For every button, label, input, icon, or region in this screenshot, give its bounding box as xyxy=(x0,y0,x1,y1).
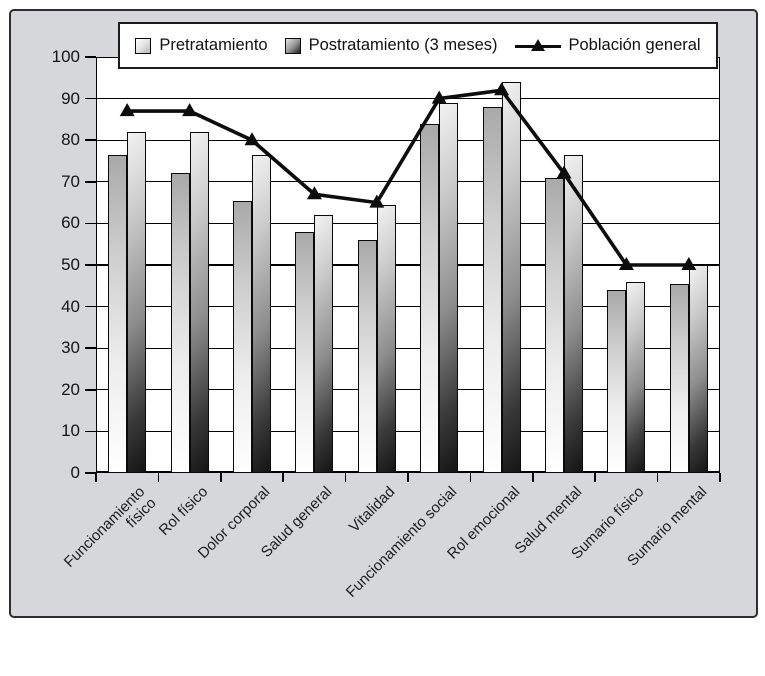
y-axis-tick-label: 60 xyxy=(61,213,80,233)
y-axis-tick-label: 90 xyxy=(61,88,80,108)
gridline xyxy=(97,430,719,433)
bar-postratamiento xyxy=(127,131,147,473)
y-axis-tick xyxy=(85,97,96,100)
legend-item-poblacion-general: Población general xyxy=(514,36,701,55)
poblacion-line-marker-icon xyxy=(514,38,561,54)
y-axis-tick-label: 50 xyxy=(61,255,80,274)
y-axis-tick-label: 100 xyxy=(51,47,80,66)
y-axis-tick xyxy=(85,347,96,349)
y-axis-tick-label: 40 xyxy=(61,296,80,316)
y-axis-tick xyxy=(85,56,96,58)
y-axis-tick xyxy=(85,222,96,225)
triangle-marker-icon xyxy=(530,38,545,51)
y-axis-tick xyxy=(85,181,96,183)
bar-pretratamiento xyxy=(233,200,252,473)
bar-postratamiento xyxy=(626,281,646,473)
x-axis-tick xyxy=(407,473,409,482)
y-axis-tick xyxy=(85,264,96,266)
y-axis-tick-label: 0 xyxy=(70,463,80,482)
y-axis-tick-label: 10 xyxy=(61,421,80,441)
x-axis-tick xyxy=(719,473,721,482)
bar-postratamiento xyxy=(439,102,459,473)
y-axis-tick xyxy=(85,305,96,308)
bar-pretratamiento xyxy=(357,240,377,473)
x-axis-tick xyxy=(344,473,347,482)
y-axis-tick xyxy=(85,389,96,391)
x-axis-tick xyxy=(532,473,534,482)
x-axis-tick xyxy=(469,473,472,482)
bar-postratamiento xyxy=(314,215,334,473)
y-axis-tick xyxy=(85,472,96,474)
sf36-quality-of-life-chart: { "chart_data": { "type": "bar", "title"… xyxy=(9,9,758,618)
bar-postratamiento xyxy=(252,154,271,473)
bar-postratamiento xyxy=(501,81,521,473)
legend-label-pretratamiento: Pretratamiento xyxy=(159,36,268,54)
x-axis-tick xyxy=(157,473,160,482)
bar-pretratamiento xyxy=(607,289,627,473)
x-axis-tick xyxy=(282,473,284,482)
bar-postratamiento xyxy=(688,265,708,473)
legend-item-postratamiento: Postratamiento (3 meses) xyxy=(284,36,498,55)
bar-pretratamiento xyxy=(669,283,689,473)
bar-pretratamiento xyxy=(420,123,440,473)
pretratamiento-swatch-icon xyxy=(135,37,152,54)
y-axis-tick-label: 30 xyxy=(61,338,80,358)
x-axis-tick xyxy=(95,473,97,482)
bar-postratamiento xyxy=(376,204,396,473)
postratamiento-swatch-icon xyxy=(284,37,301,54)
gridline xyxy=(97,347,719,349)
bar-postratamiento xyxy=(564,154,583,473)
y-axis-tick-label: 80 xyxy=(61,130,80,150)
bar-pretratamiento xyxy=(295,231,315,473)
x-axis-tick xyxy=(220,473,222,482)
y-axis-tick xyxy=(85,139,96,141)
legend: Pretratamiento Postratamiento (3 meses) … xyxy=(118,22,718,69)
bar-pretratamiento xyxy=(108,154,128,473)
y-axis-tick-label: 70 xyxy=(61,171,80,191)
bar-postratamiento xyxy=(189,131,209,473)
gridline xyxy=(97,305,719,308)
x-axis-tick xyxy=(594,473,596,482)
gridline xyxy=(97,97,719,100)
y-axis-tick xyxy=(85,430,96,433)
bar-pretratamiento xyxy=(170,173,190,473)
gridline xyxy=(97,389,719,391)
x-axis-tick xyxy=(656,473,659,482)
bar-pretratamiento xyxy=(482,106,502,473)
bar-pretratamiento xyxy=(545,177,564,473)
legend-item-pretratamiento: Pretratamiento xyxy=(135,36,268,55)
y-axis-tick-label: 20 xyxy=(61,379,80,399)
legend-label-poblacion-general: Población general xyxy=(568,36,701,54)
legend-label-postratamiento: Postratamiento (3 meses) xyxy=(308,36,498,54)
